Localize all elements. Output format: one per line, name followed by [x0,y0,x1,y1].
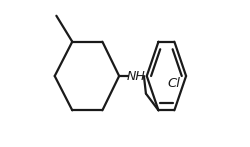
Text: NH: NH [126,70,145,82]
Text: Cl: Cl [168,77,181,90]
